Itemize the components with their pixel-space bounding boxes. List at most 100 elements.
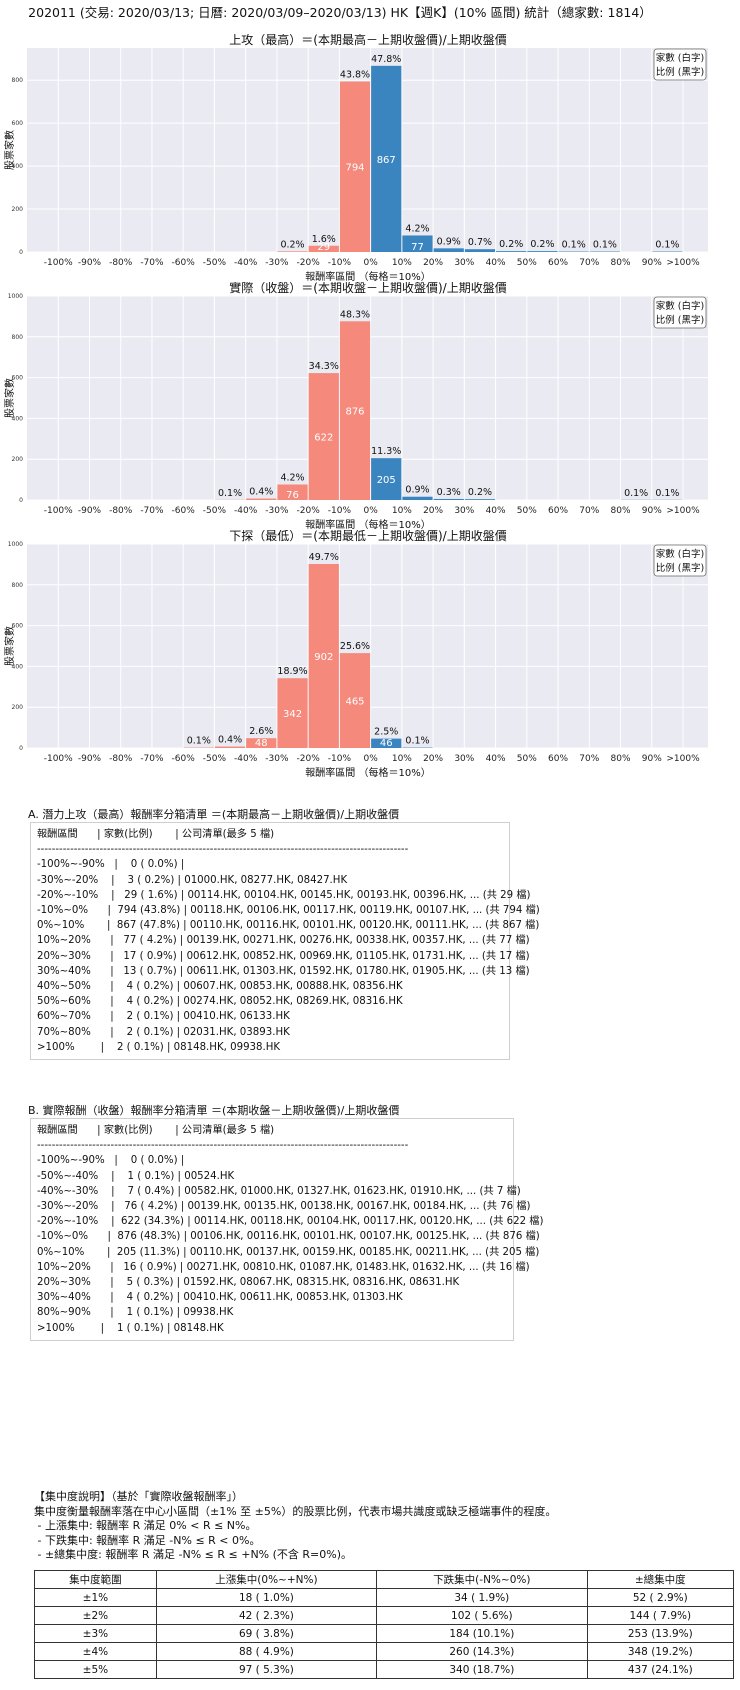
bar-pct-label: 43.8% [340, 69, 370, 80]
bar-pct-label: 0.9% [405, 485, 429, 496]
x-tick-label: >100% [666, 506, 700, 516]
x-tick-label: 50% [517, 754, 537, 764]
x-axis-label: 報酬率區間 （每格＝10%） [305, 766, 430, 779]
bar [246, 738, 277, 748]
section-a-list: 報酬區間 | 家數(比例) | 公司清單(最多 5 檔) -----------… [30, 822, 540, 1061]
x-tick-label: >100% [666, 754, 700, 764]
y-tick-label: 0 [19, 249, 23, 256]
x-tick-label: -100% [44, 258, 73, 268]
bar-pct-label: 48.3% [340, 309, 370, 320]
x-tick-label: -50% [203, 754, 227, 764]
bar [464, 249, 496, 252]
bar [339, 653, 371, 748]
table-cell: ±2% [34, 1606, 157, 1625]
x-tick-label: -70% [140, 506, 164, 516]
table-cell: ±1% [34, 1588, 157, 1607]
concentration-line: 集中度衡量報酬率落在中心小區間（±1% 至 ±5%）的股票比例，代表市場共識度或… [34, 1504, 557, 1518]
legend-entry: 家數 (白字) [656, 548, 704, 560]
bar-pct-label: 49.7% [309, 552, 339, 563]
bar-pct-label: 25.6% [340, 641, 370, 652]
bar-count-label: 29 [317, 242, 330, 253]
concentration-note: 【集中度說明】（基於「實際收盤報酬率」） 集中度衡量報酬率落在中心小區間（±1%… [34, 1490, 556, 1563]
x-tick-label: -40% [234, 754, 258, 764]
section-a-text: 報酬區間 | 家數(比例) | 公司清單(最多 5 檔) -----------… [37, 829, 540, 1053]
x-tick-label: 60% [548, 506, 568, 516]
bar [214, 746, 246, 748]
table-cell: 260 (14.3%) [376, 1642, 588, 1661]
x-tick-label: 10% [392, 258, 412, 268]
x-tick-label: 70% [579, 506, 599, 516]
y-tick-label: 400 [12, 663, 24, 670]
y-tick-label: 0 [19, 745, 23, 752]
bar [277, 251, 308, 252]
bar-count-label: 76 [286, 490, 299, 501]
bar-pct-label: 0.1% [655, 488, 679, 499]
bar [339, 81, 371, 252]
bar [402, 235, 433, 252]
chart-title: 下探（最低）＝(本期最低－上期收盤價)/上期收盤價 [229, 530, 506, 543]
x-tick-label: -70% [140, 258, 164, 268]
x-tick-label: -80% [109, 506, 133, 516]
concentration-line: - ±總集中度: 報酬率 R 滿足 -N% ≤ R ≤ +N% (不含 R=0%… [34, 1548, 353, 1561]
table-header: 集中度範圍 [34, 1570, 157, 1589]
x-tick-label: 10% [392, 754, 412, 764]
table-row: ±1% 18 ( 1.0%) 34 ( 1.9%) 52 ( 2.9%) [34, 1588, 735, 1607]
bar-count-label: 622 [314, 433, 333, 444]
x-tick-label: -60% [172, 506, 196, 516]
x-tick-label: -90% [78, 258, 102, 268]
x-tick-label: 80% [611, 754, 631, 764]
bar-pct-label: 0.7% [468, 237, 492, 248]
y-tick-label: 400 [12, 415, 24, 422]
x-tick-label: 20% [423, 506, 443, 516]
legend-box [653, 544, 707, 577]
bar [371, 458, 402, 500]
bar-pct-label: 2.5% [374, 727, 398, 738]
bar-pct-label: 0.1% [655, 240, 679, 251]
bar-pct-label: 0.4% [218, 735, 242, 746]
bar [371, 65, 402, 253]
bar-pct-label: 4.2% [280, 472, 304, 483]
bar-pct-label: 0.1% [593, 240, 617, 251]
bar-count-label: 77 [411, 242, 424, 253]
x-tick-label: 60% [548, 754, 568, 764]
table-cell: 42 ( 2.3%) [155, 1606, 378, 1625]
concentration-line: - 上漲集中: 報酬率 R 滿足 0% < R ≤ N%。 [34, 1519, 257, 1532]
bar-count-label: 794 [345, 163, 364, 174]
y-tick-label: 600 [12, 375, 24, 382]
y-axis-label: 股票家數 [3, 378, 16, 418]
bar [277, 484, 308, 500]
x-tick-label: -30% [265, 506, 289, 516]
legend-entry: 比例 (黑字) [656, 314, 704, 326]
bar-pct-label: 0.9% [437, 236, 461, 247]
concentration-table: 集中度範圍 上漲集中(0%~+N%) 下跌集中(-N%~0%) ±總集中度 ±1… [34, 1570, 735, 1679]
table-row: ±2% 42 ( 2.3%) 102 ( 5.6%) 144 ( 7.9%) [34, 1606, 735, 1625]
x-tick-label: -40% [234, 506, 258, 516]
legend-entry: 家數 (白字) [656, 300, 704, 312]
bar-count-label: 48 [255, 738, 268, 749]
legend-entry: 比例 (黑字) [656, 66, 704, 78]
table-cell: 18 ( 1.0%) [155, 1588, 378, 1607]
bar-pct-label: 47.8% [371, 54, 401, 65]
x-tick-label: 0% [363, 754, 378, 764]
y-tick-label: 800 [12, 77, 24, 84]
bar-pct-label: 0.1% [405, 736, 429, 747]
y-tick-label: 200 [12, 704, 24, 711]
x-tick-label: -10% [328, 754, 352, 764]
concentration-line: - 下跌集中: 報酬率 R 滿足 -N% ≤ R < 0%。 [34, 1533, 261, 1547]
bar [308, 245, 339, 252]
x-tick-label: -100% [44, 754, 73, 764]
bar-pct-label: 18.9% [277, 666, 307, 677]
bar [308, 563, 339, 748]
bar-pct-label: 11.3% [371, 446, 401, 457]
bar-pct-label: 1.6% [312, 234, 336, 245]
bar [496, 251, 527, 252]
bar-pct-label: 0.1% [624, 488, 648, 499]
table-cell: 102 ( 5.6%) [376, 1606, 588, 1625]
table-cell: 184 (10.1%) [376, 1624, 588, 1643]
chart-high: 0 200 400 600 800 -100% -90% -80% -70% -60% -50% -4… [3, 34, 708, 283]
x-tick-label: -90% [78, 506, 102, 516]
bar-pct-label: 0.2% [468, 487, 492, 498]
legend-box [653, 48, 707, 81]
table-header: ±總集中度 [586, 1570, 735, 1589]
section-b-list: 報酬區間 | 家數(比例) | 公司清單(最多 5 檔) -----------… [30, 1118, 543, 1341]
